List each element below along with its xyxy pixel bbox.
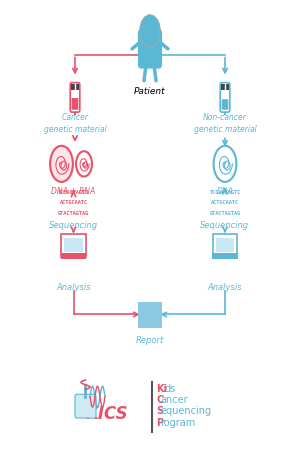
Text: KICS: KICS [85, 405, 128, 423]
FancyBboxPatch shape [220, 83, 230, 112]
Text: GTACTAGTAG: GTACTAGTAG [209, 211, 241, 216]
Text: Patient: Patient [134, 87, 166, 96]
Text: Analysis: Analysis [56, 283, 91, 292]
Text: TCCAGTAGTC: TCCAGTAGTC [209, 190, 241, 195]
Bar [138, 303, 162, 329]
FancyBboxPatch shape [72, 98, 78, 110]
Text: Sequencing: Sequencing [200, 221, 250, 230]
Text: Report: Report [136, 335, 164, 344]
Text: C: C [157, 395, 164, 405]
Circle shape [140, 15, 160, 47]
FancyBboxPatch shape [212, 253, 238, 259]
Bar [64, 238, 83, 252]
Text: Ki: Ki [157, 383, 168, 394]
FancyBboxPatch shape [75, 394, 96, 418]
Text: DNA: DNA [217, 187, 233, 196]
Circle shape [50, 146, 73, 182]
FancyBboxPatch shape [61, 253, 86, 259]
Bar [216, 238, 234, 252]
FancyBboxPatch shape [213, 234, 237, 256]
Text: Non-cancer
genetic material: Non-cancer genetic material [194, 114, 256, 133]
Text: equencing: equencing [160, 406, 211, 417]
FancyBboxPatch shape [70, 83, 80, 112]
Text: TCCAGTAGTC: TCCAGTAGTC [58, 190, 89, 195]
Bar [71, 84, 79, 90]
Text: DNA + RNA: DNA + RNA [51, 187, 96, 196]
Text: ACTGCAATC: ACTGCAATC [211, 200, 239, 206]
Text: rogram: rogram [160, 418, 196, 428]
FancyBboxPatch shape [61, 234, 86, 256]
Text: GTACTAGTAG: GTACTAGTAG [58, 211, 89, 216]
Text: S: S [157, 406, 164, 417]
Text: Sequencing: Sequencing [49, 221, 98, 230]
Text: ds: ds [164, 383, 176, 394]
Text: Cancer
genetic material: Cancer genetic material [44, 114, 106, 133]
Text: ancer: ancer [160, 395, 188, 405]
FancyBboxPatch shape [222, 99, 228, 110]
Text: ACTGCAATC: ACTGCAATC [59, 200, 88, 206]
Text: P: P [157, 418, 164, 428]
Text: Analysis: Analysis [208, 283, 242, 292]
Bar [221, 84, 229, 90]
FancyBboxPatch shape [139, 29, 161, 68]
